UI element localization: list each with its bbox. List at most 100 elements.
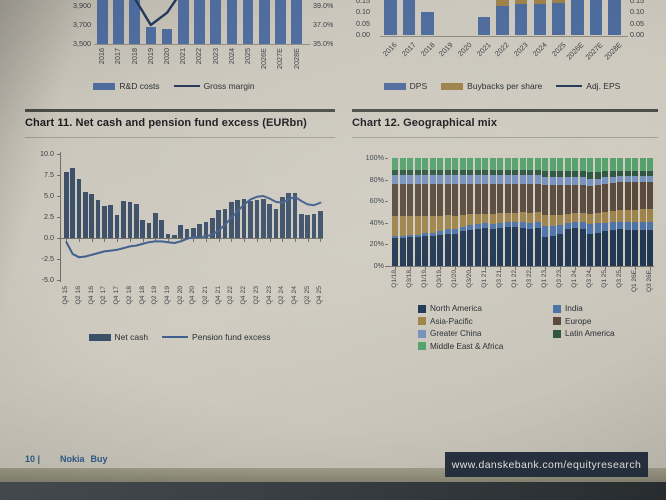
y-tick-label: 3,500 <box>73 38 91 48</box>
y-tick-label: 35.0% <box>313 38 333 48</box>
x-axis-tick <box>104 238 106 242</box>
x-tick-label: Q3 22 <box>526 270 534 288</box>
y-tick-label: -5.0 <box>41 275 54 284</box>
bar <box>533 3 547 35</box>
stacked-bar-segment <box>414 183 421 217</box>
stacked-bar-segment <box>639 181 646 209</box>
legend-line-swatch <box>556 84 583 88</box>
legend-swatch <box>553 304 561 313</box>
desk-background <box>0 482 666 500</box>
stacked-bar-segment <box>624 170 631 177</box>
y-axis-tick <box>385 201 388 203</box>
x-tick-label: Q1 23 <box>541 270 549 288</box>
stacked-bar-segment <box>542 226 549 237</box>
bar <box>113 0 124 44</box>
stacked-bar-segment <box>647 221 654 231</box>
stacked-bar-segment <box>564 158 571 171</box>
x-tick-label: Q1 21 <box>481 270 489 288</box>
bar <box>121 201 126 238</box>
x-tick-label: Q4 24 <box>290 286 298 305</box>
stacked-bar-segment <box>437 183 444 217</box>
stacked-bar-segment <box>549 185 556 216</box>
bar <box>552 0 565 3</box>
y-tick-label: 20% <box>369 239 384 249</box>
y-tick-label: 0% <box>373 261 384 270</box>
x-tick-label: Q2 18 <box>125 286 133 305</box>
y-axis-tick <box>57 238 60 239</box>
stacked-bar-segment <box>557 170 564 178</box>
stacked-bar-segment <box>527 213 534 223</box>
bar <box>76 179 82 238</box>
stacked-bar-segment <box>459 183 466 216</box>
y-tick-label: 5.0 <box>44 191 54 200</box>
stacked-bar-segment <box>512 169 519 176</box>
stacked-bar-segment <box>407 169 414 176</box>
bar <box>311 214 317 238</box>
bar <box>571 0 584 35</box>
stacked-bar-segment <box>452 183 459 217</box>
stacked-bar-segment <box>407 236 414 266</box>
page-footer: 10 | Nokia Buy <box>25 454 108 464</box>
x-axis-tick <box>180 238 182 242</box>
y-axis-tick <box>385 158 388 159</box>
stacked-bar-segment <box>557 233 564 266</box>
stacked-bar-segment <box>647 176 654 182</box>
stacked-bar-segment <box>609 177 616 183</box>
stacked-bar-segment <box>594 213 601 223</box>
chart-net-cash: 10.0 7.5 5.0 2.5 0.0 -2.5 -5.0 Q4 15 Q2 16 Q4 16 Q… <box>22 146 337 358</box>
stacked-bar-segment <box>534 169 541 176</box>
legend-swatch <box>418 342 426 350</box>
stacked-bar-segment <box>519 228 526 266</box>
bar <box>235 200 241 238</box>
stacked-bar-segment <box>497 183 504 214</box>
bar <box>402 0 416 35</box>
bar <box>421 12 434 35</box>
bar <box>241 199 247 238</box>
bar <box>496 0 509 7</box>
x-axis-tick <box>269 238 271 242</box>
stacked-bar-segment <box>609 182 616 211</box>
stacked-bar-segment <box>572 158 579 171</box>
stacked-bar-segment <box>639 221 646 231</box>
stacked-bar-segment <box>647 158 654 171</box>
x-tick-label: Q2 25 <box>303 286 311 305</box>
stacked-bar-segment <box>564 229 571 266</box>
bar <box>114 215 120 238</box>
x-tick-label: Q2 20 <box>176 286 184 305</box>
bar <box>292 193 298 238</box>
stacked-bar-segment <box>609 210 616 222</box>
x-tick-label: Q3/18 <box>406 270 414 288</box>
x-axis-tick <box>244 238 246 242</box>
stacked-bar-segment <box>572 221 579 229</box>
stacked-bar-segment <box>467 158 474 170</box>
stacked-bar-segment <box>617 221 624 230</box>
bar <box>254 200 260 238</box>
bar <box>210 217 215 238</box>
stacked-bar-segment <box>474 175 481 184</box>
stacked-bar-segment <box>572 170 579 178</box>
bar <box>260 198 266 238</box>
stacked-bar-segment <box>437 169 444 176</box>
stacked-bar-segment <box>482 158 489 170</box>
x-axis-tick <box>635 267 637 270</box>
stacked-bar-segment <box>444 233 451 266</box>
x-tick-label: Q4 23 <box>265 286 273 305</box>
x-axis-tick <box>455 267 457 270</box>
stacked-bar-segment <box>407 183 414 217</box>
x-axis-tick <box>142 238 144 242</box>
chart-geographical-mix: 100% 80% 60% 40% 20% 0% Q1/18 Q3/18 Q1/19 Q3/19 Q1… <box>348 146 666 360</box>
y-tick-label: 7.5 <box>44 170 54 179</box>
stacked-bar-segment <box>392 169 399 176</box>
legend-label: Greater China <box>430 329 482 338</box>
bar <box>305 215 310 238</box>
stacked-bar-segment <box>602 158 609 171</box>
stacked-bar-segment <box>482 175 489 184</box>
stacked-bar-segment <box>594 222 601 233</box>
stacked-bar-segment <box>587 178 594 187</box>
bar <box>108 205 114 238</box>
stacked-bar-segment <box>579 177 586 185</box>
x-axis-tick <box>167 238 169 242</box>
stacked-bar-segment <box>579 213 586 222</box>
legend-label: Pension fund excess <box>192 332 271 342</box>
stacked-bar-segment <box>602 222 609 232</box>
